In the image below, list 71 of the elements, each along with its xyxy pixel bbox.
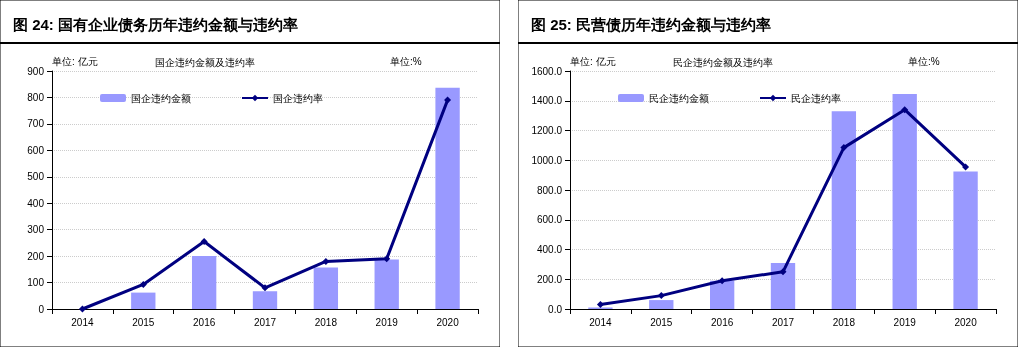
bar <box>649 300 674 309</box>
bar <box>770 262 796 309</box>
y-tick-label: 600 <box>27 144 45 156</box>
point <box>840 144 848 152</box>
point <box>444 96 452 104</box>
point <box>78 305 86 313</box>
x-tick-label: 2015 <box>132 316 155 328</box>
point <box>718 277 726 285</box>
point <box>901 106 909 114</box>
y-tick-label: 900 <box>27 65 45 77</box>
chart-title: 图 24: 国有企业债务历年违约金额与违约率 <box>13 16 299 33</box>
point <box>261 284 269 292</box>
text: 单位:% <box>390 55 422 67</box>
text: 单位:% <box>908 55 940 67</box>
point <box>200 238 208 246</box>
bar <box>131 292 156 309</box>
x-tick-label: 2014 <box>71 316 94 328</box>
y-tick-label: 1200.0 <box>531 125 563 136</box>
bar <box>892 94 917 309</box>
point <box>139 280 147 288</box>
y-tick-label: 500 <box>27 171 45 183</box>
bar <box>435 87 460 309</box>
point <box>962 163 970 171</box>
x-tick-label: 2019 <box>375 316 399 328</box>
bar <box>831 111 857 309</box>
y-tick-label: 400 <box>27 197 45 209</box>
y-tick-label: 300 <box>27 224 45 236</box>
x-tick-label: 2018 <box>314 316 338 328</box>
x-tick-label: 2017 <box>253 316 277 328</box>
x-tick-label: 2020 <box>436 316 460 328</box>
y-tick-label: 0.0 <box>548 303 563 315</box>
y-tick-label: 600.0 <box>536 214 563 226</box>
y-tick-label: 1000.0 <box>531 154 563 166</box>
y-tick-label: 800.0 <box>536 184 563 196</box>
y-tick-label: 100 <box>27 277 45 289</box>
bar <box>313 267 339 309</box>
legend-label: 国企违约率 <box>273 92 323 104</box>
x-tick-label: 2019 <box>893 316 917 328</box>
x-tick-label: 2020 <box>954 316 978 328</box>
x-tick-label: 2018 <box>832 316 856 328</box>
bar <box>252 291 278 309</box>
bar <box>953 171 978 309</box>
point <box>383 255 391 263</box>
point <box>779 268 787 276</box>
y-tick-label: 0 <box>38 303 45 315</box>
bar <box>191 256 217 309</box>
y-tick-label: 400.0 <box>536 244 563 255</box>
legend-label: 民企违约率 <box>791 92 841 104</box>
chart-title: 图 25: 民营债历年违约金额与违约率 <box>531 16 772 33</box>
y-tick-label: 200 <box>27 250 45 262</box>
chart-subtitle: 国企违约金额及违约率 <box>155 56 255 68</box>
x-tick-label: 2015 <box>650 316 673 328</box>
x-tick-label: 2016 <box>711 316 734 328</box>
bar <box>709 280 735 309</box>
y-tick-label: 1600.0 <box>531 65 563 77</box>
text: 单位: 亿元 <box>570 55 616 67</box>
point <box>322 257 330 265</box>
x-tick-label: 2014 <box>589 316 612 328</box>
chart-subtitle: 民企违约金额及违约率 <box>673 56 773 68</box>
y-tick-label: 1400.0 <box>531 95 563 107</box>
text: 单位: 亿元 <box>52 55 98 67</box>
x-tick-label: 2017 <box>771 316 795 328</box>
y-tick-label: 800 <box>27 91 45 103</box>
bar <box>374 259 399 309</box>
point <box>657 292 665 300</box>
legend-label: 民企违约金额 <box>649 92 709 104</box>
y-tick-label: 700 <box>27 118 45 130</box>
legend-label: 国企违约金额 <box>131 92 191 104</box>
y-tick-label: 200.0 <box>536 273 563 285</box>
x-tick-label: 2016 <box>193 316 216 328</box>
point <box>596 301 604 309</box>
